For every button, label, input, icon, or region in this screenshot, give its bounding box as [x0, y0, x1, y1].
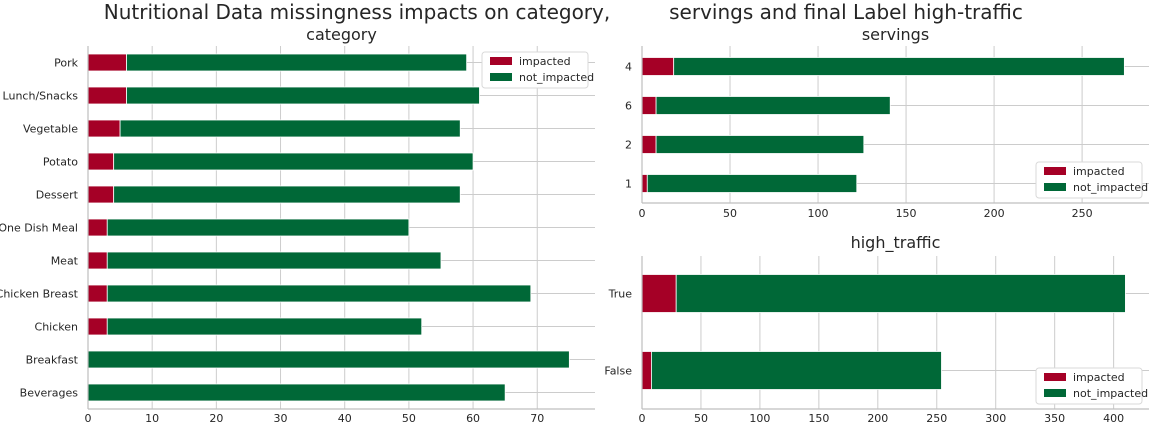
legend: impacted not_impacted: [481, 51, 594, 89]
legend-label-not-impacted: not_impacted: [1073, 181, 1148, 194]
x-tick-label: 50: [402, 412, 416, 425]
bar-not-impacted-chicken: [106, 317, 423, 336]
x-tick-label: 400: [1103, 412, 1124, 425]
x-tick-label: 100: [808, 207, 829, 220]
y-tick-label: Pork: [54, 57, 78, 70]
y-tick-label: Potato: [43, 156, 78, 169]
bar-not-impacted-1: [646, 174, 858, 193]
bar-impacted-false: [641, 351, 652, 390]
bar-impacted-meat: [87, 251, 108, 270]
legend: impacted not_impacted: [1035, 367, 1148, 405]
bar-not-impacted-true: [675, 274, 1126, 313]
bar-not-impacted-one-dish-meal: [106, 218, 410, 237]
legend: impacted not_impacted: [1035, 161, 1148, 199]
x-tick-label: 60: [466, 412, 480, 425]
bar-impacted-potato: [87, 152, 115, 171]
x-tick-label: 20: [209, 412, 223, 425]
bar-not-impacted-vegetable: [119, 119, 461, 138]
bar-not-impacted-breakfast: [87, 350, 570, 369]
bar-not-impacted-false: [651, 351, 942, 390]
y-tick-label: False: [604, 365, 632, 378]
y-tick-label: Vegetable: [23, 123, 78, 136]
y-tick-label: Chicken Breast: [0, 288, 79, 301]
legend-swatch-not-impacted: [490, 73, 512, 81]
x-tick-label: 40: [338, 412, 352, 425]
x-tick-label: 200: [984, 207, 1005, 220]
axis-title: high_traffic: [851, 233, 941, 253]
category-chart: category 0 10 20 30 40 50 60 70 Beverages Breakfas…: [0, 25, 595, 425]
servings-chart: servings 0 50 100 150 200 250 1 2 6 4 impacted not_i…: [625, 25, 1149, 220]
y-tick-label: Chicken: [35, 321, 79, 334]
y-tick-label: 4: [625, 61, 632, 74]
legend-label-not-impacted: not_impacted: [1073, 387, 1148, 400]
legend-label-not-impacted: not_impacted: [519, 71, 594, 84]
x-tick-label: 0: [639, 207, 646, 220]
y-tick-label: One Dish Meal: [0, 222, 78, 235]
bar-not-impacted-4: [673, 57, 1125, 76]
bar-impacted-1: [641, 174, 648, 193]
bar-not-impacted-dessert: [113, 185, 461, 204]
bar-not-impacted-potato: [113, 152, 474, 171]
suptitle-right: servings and final Label high-traffic: [669, 0, 1023, 24]
high-traffic-chart: high_traffic 0 50 100 150 200 250 300 350 400 Fals…: [604, 233, 1149, 425]
legend-label-impacted: impacted: [519, 55, 571, 68]
x-tick-label: 150: [808, 412, 829, 425]
legend-swatch-not-impacted: [1044, 183, 1066, 191]
legend-swatch-not-impacted: [1044, 389, 1066, 397]
x-tick-label: 0: [639, 412, 646, 425]
bar-impacted-dessert: [87, 185, 115, 204]
bar-impacted-one-dish-meal: [87, 218, 108, 237]
y-tick-label: 1: [625, 178, 632, 191]
x-tick-label: 30: [274, 412, 288, 425]
bar-impacted-pork: [87, 53, 127, 72]
x-tick-label: 50: [723, 207, 737, 220]
y-tick-label: Lunch/Snacks: [3, 90, 79, 103]
y-tick-label: Dessert: [36, 189, 79, 202]
x-tick-label: 150: [896, 207, 917, 220]
bar-not-impacted-lunch-snacks: [126, 86, 480, 105]
bar-impacted-true: [641, 274, 677, 313]
y-tick-label: 6: [625, 100, 632, 113]
bar-not-impacted-2: [655, 135, 865, 154]
x-tick-label: 250: [1072, 207, 1093, 220]
bar-impacted-chicken-breast: [87, 284, 108, 303]
bar-not-impacted-meat: [106, 251, 442, 270]
x-tick-label: 200: [867, 412, 888, 425]
bar-impacted-2: [641, 135, 657, 154]
legend-label-impacted: impacted: [1073, 371, 1125, 384]
bar-not-impacted-chicken-breast: [106, 284, 532, 303]
bar-impacted-lunch-snacks: [87, 86, 127, 105]
x-tick-label: 250: [926, 412, 947, 425]
y-tick-label: 2: [625, 139, 632, 152]
axis-title: category: [306, 25, 377, 44]
y-tick-label: Breakfast: [26, 354, 79, 367]
legend-swatch-impacted: [490, 57, 512, 65]
bar-not-impacted-beverages: [87, 383, 506, 402]
y-tick-label: True: [608, 288, 633, 301]
x-tick-label: 10: [145, 412, 159, 425]
legend-swatch-impacted: [1044, 167, 1066, 175]
legend-label-impacted: impacted: [1073, 165, 1125, 178]
bar-impacted-6: [641, 96, 657, 115]
bar-not-impacted-6: [655, 96, 891, 115]
suptitle-left: Nutritional Data missingness impacts on …: [104, 0, 610, 24]
x-tick-label: 70: [530, 412, 544, 425]
bar-not-impacted-pork: [126, 53, 468, 72]
x-tick-label: 300: [985, 412, 1006, 425]
bar-impacted-4: [641, 57, 675, 76]
x-tick-label: 100: [749, 412, 770, 425]
y-tick-label: Beverages: [20, 387, 79, 400]
x-tick-label: 50: [694, 412, 708, 425]
bar-impacted-vegetable: [87, 119, 121, 138]
y-tick-label: Meat: [51, 255, 79, 268]
legend-swatch-impacted: [1044, 373, 1066, 381]
bar-impacted-chicken: [87, 317, 108, 336]
x-tick-label: 350: [1044, 412, 1065, 425]
x-tick-label: 0: [85, 412, 92, 425]
axis-title: servings: [862, 25, 929, 44]
